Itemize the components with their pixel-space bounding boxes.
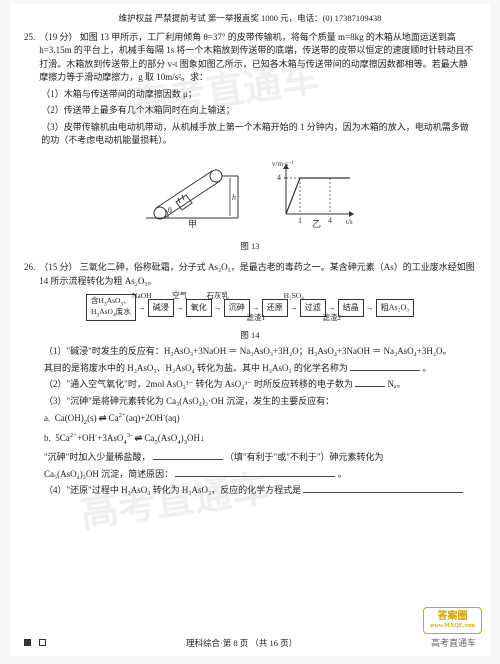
flow-end: 粗As₂O₃: [376, 299, 414, 317]
hollow-square-icon: [39, 639, 46, 646]
figure-13-caption: 图 13: [24, 240, 476, 253]
q25-item-3: （3）皮带传输机由电动机带动，从机械手放上第一个木箱开始的 1 分钟内，因为木箱…: [39, 121, 476, 148]
header-warning: 维护权益 严禁提前考试 第一举报直奖 1000 元，电话：(0) 1738710…: [24, 12, 476, 25]
q25-score: （19 分）: [39, 32, 77, 42]
flow-step-1: 碱浸: [148, 299, 174, 317]
blank-2[interactable]: [355, 378, 385, 387]
fig13b-label: 乙: [312, 219, 321, 228]
blank-4[interactable]: [175, 468, 335, 477]
svg-text:4: 4: [277, 173, 281, 182]
flow-step-2: 氧化: [186, 299, 212, 317]
flow-arrow-2: 空气→: [176, 302, 184, 314]
q25-item-2: （2）传送带上最多有几个木箱同时在向上输送；: [39, 104, 476, 118]
exam-page: 高考直通车 高考直通车 维护权益 严禁提前考试 第一举报直奖 1000 元，电话…: [10, 4, 490, 656]
q26-number: 26.: [24, 261, 35, 288]
blank-1[interactable]: [350, 362, 420, 371]
q26-item-3a: （3）"沉砷"是将砷元素转化为 Ca₃(AsO₄)₂·OH 沉淀，发生的主要反应…: [42, 395, 476, 409]
graph-xlabel: t/s: [346, 218, 353, 226]
figure-13-row: h θ 甲 v/m·s⁻¹ t/s: [24, 158, 476, 233]
black-square-icon: [24, 639, 31, 646]
q25-body: （19 分） 如图 13 甲所示，工厂利用倾角 θ=37° 的皮带传输机，将每个…: [39, 31, 476, 148]
blank-3[interactable]: [153, 451, 223, 460]
q26-eq-b: b. 5Ca2++OH-+3AsO43- ⇌ Ca5(AsO4)3OH↓: [42, 431, 476, 448]
flow-step-4: 还原: [262, 299, 288, 317]
figure-13-a: h θ 甲: [138, 158, 248, 233]
blank-5[interactable]: [303, 484, 463, 493]
q26-item-1b: 其目的是将废水中的 H₃AsO₃、H₃AsO₄ 转化为盐。其中 H₃AsO₃ 的…: [42, 362, 476, 376]
flow-step-6: 结晶: [338, 299, 364, 317]
q26-intro: 三氧化二砷，俗称砒霜，分子式 As₂O₃，是最古老的毒药之一。某含砷元素（As）…: [39, 262, 475, 286]
flow-arrow-7: →: [366, 302, 374, 314]
q26-item-2: （2）"通入空气氧化"时，2mol AsO₃³⁻ 转化为 AsO₄³⁻ 时所反应…: [42, 378, 476, 392]
graph-ylabel: v/m·s⁻¹: [272, 160, 294, 168]
flow-arrow-6: →滤渣2: [328, 302, 336, 314]
flow-start: 含H3AsO3、H3AsO4废水: [86, 294, 136, 321]
q26-item-3d: Ca₅(AsO₄)₃OH 沉淀，简述原因： 。: [42, 468, 476, 482]
flow-arrow-5: H₂SO₄→: [290, 302, 298, 314]
footer-stamp: 高考直通车: [431, 637, 476, 651]
q26-item-3b: "沉砷"时加入少量稀盐酸， （填"有利于"或"不利于"）砷元素转化为: [42, 451, 476, 465]
figure-14-caption: 图 14: [24, 329, 476, 342]
q26-eq-a: a. Ca(OH)2(s) ⇌ Ca2+(aq)+2OH-(aq): [42, 411, 476, 428]
figure-13-b: v/m·s⁻¹ t/s 4 1 4 乙: [272, 158, 362, 233]
svg-text:θ: θ: [168, 206, 172, 215]
q26-body: （15 分） 三氧化二砷，俗称砒霜，分子式 As₂O₃，是最古老的毒药之一。某含…: [39, 261, 476, 288]
q25-intro: 如图 13 甲所示，工厂利用倾角 θ=37° 的皮带传输机，将每个质量 m=8k…: [39, 32, 473, 83]
q26-item-1a: （1）"碱浸"时发生的反应有：H₃AsO₃+3NaOH ＝ Na₃AsO₃+3H…: [42, 345, 476, 359]
footer-page: 理科综合·第 8 页 （共 16 页）: [186, 637, 297, 650]
footer-marks: [24, 637, 52, 650]
flow-arrow-3: 石灰乳→: [214, 302, 222, 314]
q26-score: （15 分）: [39, 262, 77, 272]
page-footer: 理科综合·第 8 页 （共 16 页） 高考直通车: [24, 637, 476, 651]
question-26: 26. （15 分） 三氧化二砷，俗称砒霜，分子式 As₂O₃，是最古老的毒药之…: [24, 261, 476, 498]
svg-text:h: h: [232, 193, 236, 202]
q25-item-1: （1）木箱与传送带间的动摩擦因数 μ；: [39, 88, 476, 102]
answer-stamp: 答案圈 www.MXQE.com: [423, 607, 482, 634]
flow-arrow-4: →滤渣1: [252, 302, 260, 314]
q25-number: 25.: [24, 31, 35, 148]
svg-text:1: 1: [298, 216, 302, 225]
flow-arrow-1: NaOH→: [138, 302, 146, 314]
svg-text:4: 4: [328, 216, 332, 225]
fig13a-label: 甲: [188, 219, 197, 228]
q26-item-4: （4）"还原"过程中 H₃AsO₄ 转化为 H₃AsO₃，反应的化学方程式是: [42, 484, 476, 498]
figure-14-flow: 含H3AsO3、H3AsO4废水 NaOH→ 碱浸 空气→ 氧化 石灰乳→ 沉砷…: [24, 294, 476, 321]
question-25: 25. （19 分） 如图 13 甲所示，工厂利用倾角 θ=37° 的皮带传输机…: [24, 31, 476, 253]
